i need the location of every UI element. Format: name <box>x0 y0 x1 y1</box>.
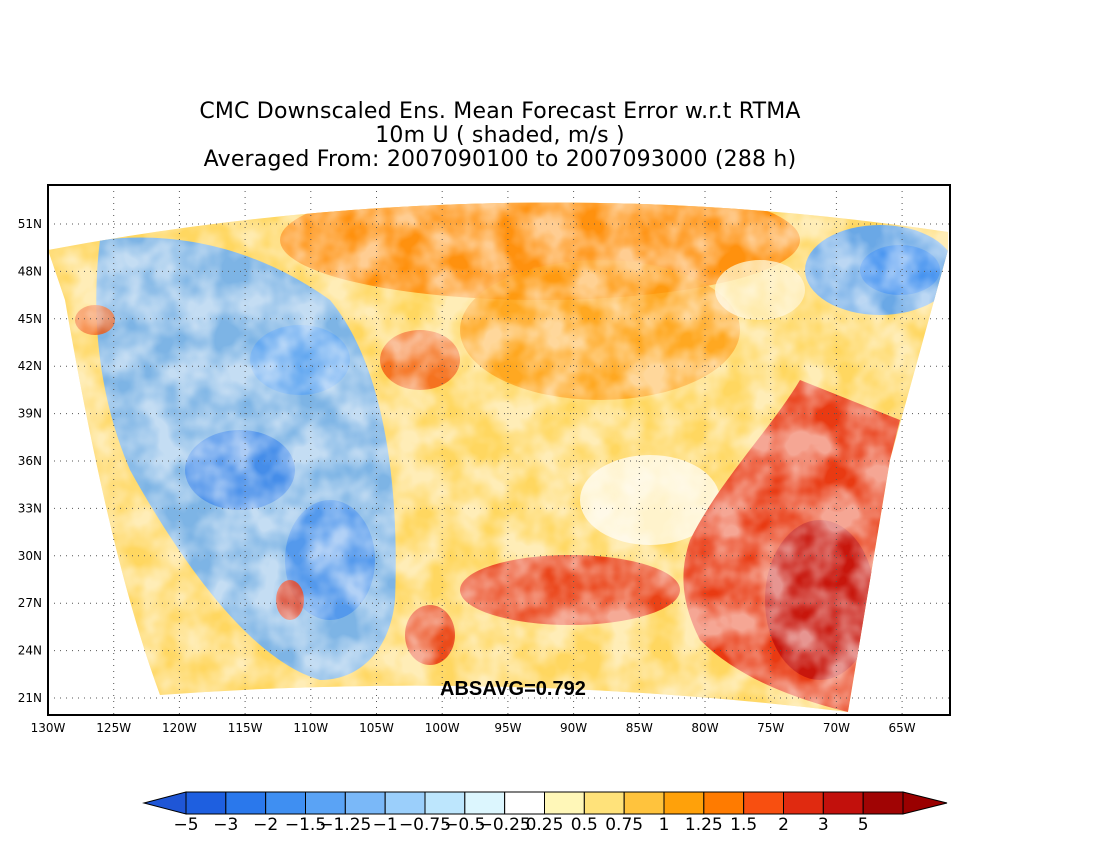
lat-tick-label: 39N <box>18 407 42 421</box>
colorbar-label: 1 <box>659 815 670 835</box>
title-block: CMC Downscaled Ens. Mean Forecast Error … <box>0 100 1000 172</box>
lon-tick-label: 120W <box>162 721 197 735</box>
colorbar-label: 0.25 <box>526 815 564 835</box>
lon-tick-label: 75W <box>757 721 784 735</box>
title-line-3: Averaged From: 2007090100 to 2007093000 … <box>203 147 797 172</box>
colorbar-swatch <box>743 791 785 815</box>
colorbar-swatch <box>703 791 745 815</box>
colorbar-label: 2 <box>778 815 789 835</box>
colorbar-swatch <box>185 791 227 815</box>
colorbar-label: −3 <box>213 815 238 835</box>
shaded-field <box>48 202 948 712</box>
lon-tick-label: 70W <box>823 721 850 735</box>
lon-tick-label: 110W <box>293 721 328 735</box>
colorbar-label: −0.75 <box>399 815 451 835</box>
colorbar: −5 −3 −2 −1.5−1.25 −1 −0.75−0.5−0.250.25 0.5 0.… <box>142 791 948 835</box>
lat-tick-label: 24N <box>18 644 42 658</box>
colorbar-swatch <box>265 791 306 815</box>
colorbar-label: 1.5 <box>730 815 757 835</box>
graticule <box>48 185 950 715</box>
lat-tick-label: 45N <box>18 312 42 326</box>
lon-tick-label: 130W <box>31 721 66 735</box>
colorbar-swatch <box>544 791 585 815</box>
lon-tick-label: 85W <box>626 721 653 735</box>
lat-tick-label: 48N <box>18 264 42 278</box>
lat-tick-label: 21N <box>18 691 42 705</box>
colorbar-swatch <box>344 791 386 815</box>
colorbar-label: 1.25 <box>685 815 723 835</box>
lat-tick-label: 51N <box>18 217 42 231</box>
colorbar-swatch <box>384 791 426 815</box>
colorbar-low-arrow <box>142 791 187 815</box>
lat-tick-label: 30N <box>18 549 42 563</box>
colorbar-swatch <box>225 791 267 815</box>
map-frame <box>47 184 951 716</box>
lon-tick-label: 65W <box>889 721 916 735</box>
lon-tick-label: 100W <box>425 721 460 735</box>
colorbar-high-arrow <box>902 791 948 815</box>
colorbar-swatch <box>822 791 864 815</box>
longitude-labels: 130W 125W 120W 115W 110W 105W 100W 95W 90W 85W 80W… <box>31 721 916 735</box>
colorbar-label: 0.5 <box>571 815 598 835</box>
colorbar-label: −0.25 <box>479 815 531 835</box>
colorbar-swatch <box>783 791 824 815</box>
absavg-label: ABSAVG=0.792 <box>440 678 586 700</box>
colorbar-label: −1 <box>373 815 398 835</box>
lat-tick-label: 36N <box>18 454 42 468</box>
colorbar-swatch <box>305 791 346 815</box>
colorbar-label: 0.75 <box>605 815 643 835</box>
title-line-2: 10m U ( shaded, m/s ) <box>375 123 625 148</box>
colorbar-label: −5 <box>173 815 198 835</box>
lat-tick-label: 33N <box>18 501 42 515</box>
lon-tick-label: 90W <box>560 721 587 735</box>
colorbar-swatch <box>623 791 665 815</box>
colorbar-label: −0.5 <box>444 815 485 835</box>
lon-tick-label: 105W <box>359 721 394 735</box>
colorbar-label: −1.5 <box>285 815 326 835</box>
lon-tick-label: 125W <box>96 721 131 735</box>
field-texture <box>48 202 948 712</box>
lat-tick-label: 42N <box>18 359 42 373</box>
colorbar-swatch <box>583 791 625 815</box>
lat-tick-label: 27N <box>18 596 42 610</box>
colorbar-label: −1.25 <box>319 815 371 835</box>
colorbar-swatch <box>663 791 705 815</box>
colorbar-label: 3 <box>818 815 829 835</box>
lon-tick-label: 95W <box>494 721 521 735</box>
colorbar-label: 5 <box>858 815 869 835</box>
colorbar-swatch <box>504 791 545 815</box>
colorbar-label: −2 <box>253 815 278 835</box>
title-line-1: CMC Downscaled Ens. Mean Forecast Error … <box>199 99 801 124</box>
lon-tick-label: 80W <box>691 721 718 735</box>
latitude-labels: 51N 48N 45N 42N 39N 36N 33N 30N 27N 24N 21N <box>18 217 42 705</box>
colorbar-swatch <box>862 791 904 815</box>
lon-tick-label: 115W <box>228 721 263 735</box>
colorbar-swatch <box>424 791 466 815</box>
colorbar-swatch <box>464 791 506 815</box>
